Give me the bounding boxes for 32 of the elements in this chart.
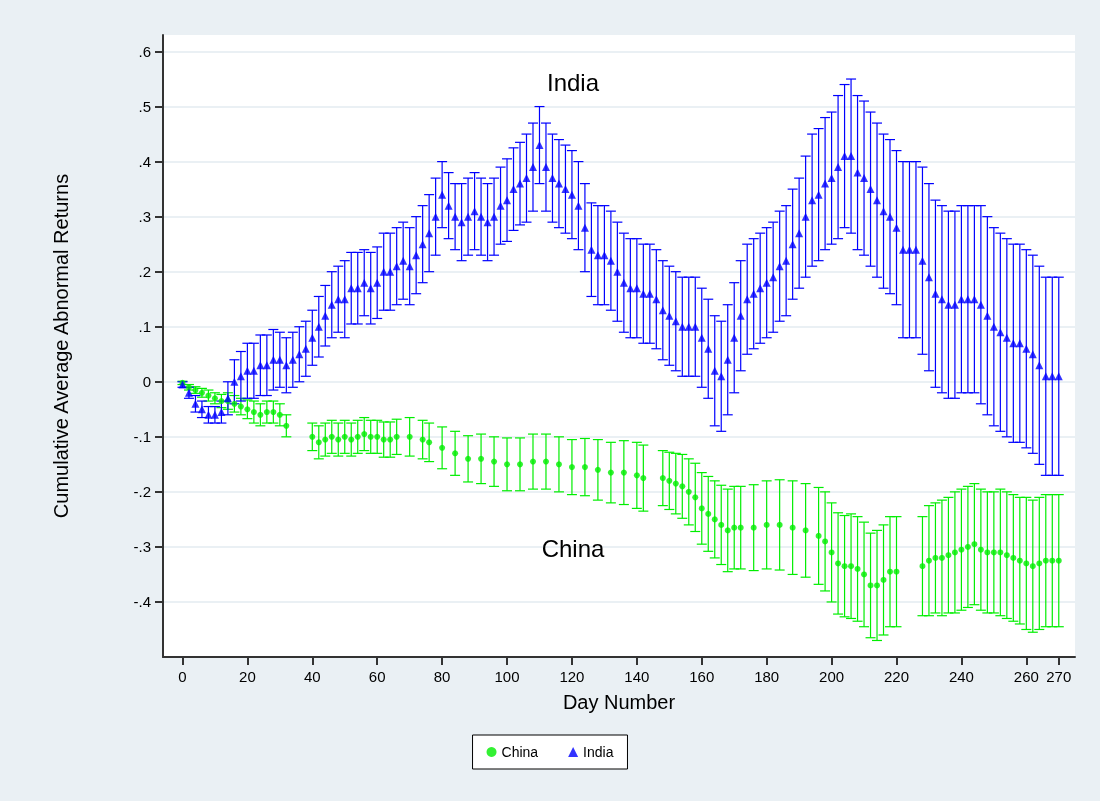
x-tick-label: 160	[689, 668, 715, 685]
x-tick-label: 80	[433, 668, 451, 685]
x-tick-label: 120	[559, 668, 585, 685]
x-tick-label: 240	[948, 668, 974, 685]
y-tick-label: .6	[138, 43, 151, 61]
x-tick-label: 260	[1013, 668, 1039, 685]
x-tick-label: 180	[754, 668, 780, 685]
y-axis-title: Cumulative Average Abnormal Returns	[50, 173, 72, 519]
annotation: India	[546, 68, 600, 96]
x-tick-label: 20	[239, 668, 256, 685]
y-tick-label: -.2	[133, 483, 151, 501]
legend-label: China	[501, 744, 539, 760]
y-tick-label: .4	[138, 153, 151, 171]
x-axis-title: Day Number	[562, 691, 676, 713]
y-tick-label: .1	[138, 318, 151, 336]
legend-label: India	[583, 744, 614, 760]
x-tick-label: 0	[178, 668, 187, 685]
y-tick-label: .2	[138, 263, 151, 281]
x-tick-label: 60	[368, 668, 386, 685]
y-tick-label: -.3	[133, 538, 151, 556]
x-tick-label: 200	[819, 668, 845, 685]
y-tick-label: .3	[138, 208, 151, 226]
x-tick-label: 140	[624, 668, 650, 685]
x-tick-label: 220	[883, 668, 910, 685]
x-tick-label: 270	[1046, 668, 1072, 685]
x-tick-label: 40	[303, 668, 321, 685]
y-tick-label: 0	[142, 373, 151, 391]
annotation: China	[541, 534, 605, 562]
y-tick-label: .5	[138, 98, 151, 116]
y-tick-label: -.4	[133, 593, 151, 611]
y-tick-label: -.1	[133, 428, 151, 446]
x-tick-label: 100	[494, 668, 520, 685]
